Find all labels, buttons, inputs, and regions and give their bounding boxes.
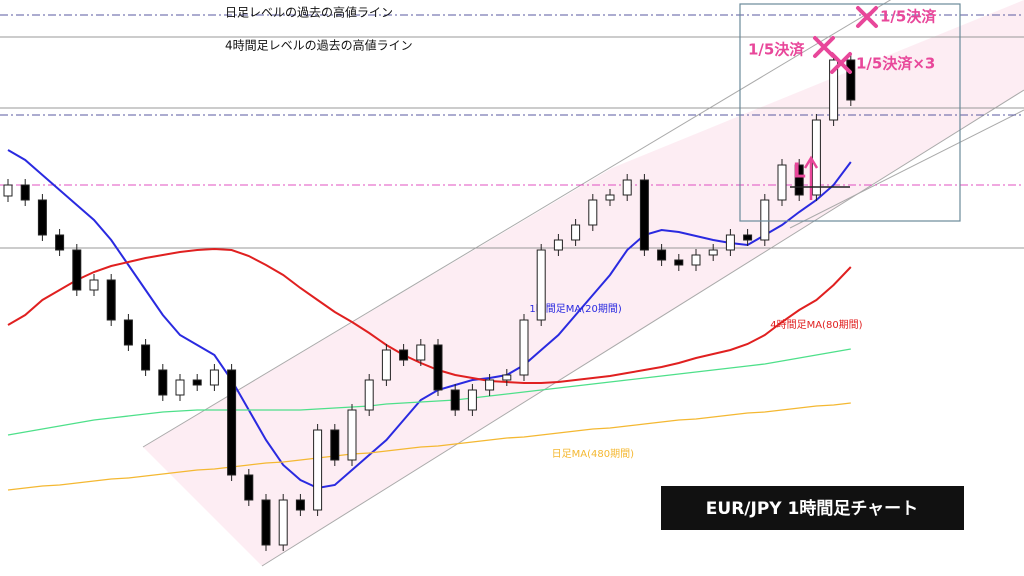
candle-body: [760, 199, 770, 241]
candle-body: [433, 344, 443, 391]
candle-body: [450, 389, 460, 411]
candle-body: [691, 254, 701, 266]
candle-body: [777, 164, 787, 201]
candle-body: [330, 429, 340, 461]
ma-label: 4時間足MA(80期間): [770, 319, 862, 331]
candle-body: [175, 379, 185, 396]
candle-body: [502, 374, 512, 381]
candle-body: [467, 389, 477, 411]
candle-body: [278, 499, 288, 546]
candle-body: [605, 194, 615, 201]
annotation: 1/5決済: [880, 8, 937, 26]
candle-body: [20, 184, 30, 201]
candle-body: [846, 59, 856, 101]
x-mark: [856, 6, 878, 28]
candle-body: [55, 234, 65, 251]
annotation: 1/5決済: [748, 41, 805, 59]
candle-body: [347, 409, 357, 461]
channel: [143, 0, 1024, 566]
highlight-box: [739, 3, 961, 222]
x-mark: [830, 52, 852, 74]
candle-body: [261, 499, 271, 546]
candle-body: [106, 279, 116, 321]
candle-body: [794, 164, 804, 196]
candle-body: [209, 369, 219, 386]
candle-body: [399, 349, 409, 361]
annotation: L: [793, 159, 806, 183]
candle-body: [519, 319, 529, 376]
candle-body: [674, 259, 684, 266]
candle-body: [364, 379, 374, 411]
levels: 日足レベルの過去の高値ライン 4時間足レベルの過去の高値ライン: [0, 5, 1024, 249]
candle-body: [536, 249, 546, 321]
x-mark: [813, 36, 835, 58]
candle-body: [743, 234, 753, 241]
chart-title: EUR/JPY 1時間足チャート: [706, 498, 918, 519]
ma-line: [7, 149, 852, 490]
candle-body: [158, 369, 168, 396]
candle-body: [416, 344, 426, 361]
ma-line: [7, 348, 851, 436]
moving-averages: 1時間足MA(20期間) 4時間足MA(80期間) 日足MA(480期間): [7, 149, 863, 491]
candle-body: [3, 184, 13, 197]
candle-body: [192, 379, 202, 386]
exit-marks: [813, 6, 878, 74]
channel-line: [789, 109, 1024, 229]
level-label: 日足レベルの過去の高値ライン: [225, 5, 393, 20]
candle-body: [37, 199, 47, 236]
annotation: 1/5決済×3: [856, 55, 935, 73]
ma-label: 日足MA(480期間): [552, 448, 634, 460]
candle-body: [553, 239, 563, 251]
candle-body: [588, 199, 598, 226]
candle-body: [639, 179, 649, 251]
candle-body: [708, 249, 718, 256]
title-box: [661, 486, 964, 530]
candle-body: [725, 234, 735, 251]
candle-body: [141, 344, 151, 371]
candle-body: [622, 179, 632, 196]
candle-body: [381, 349, 391, 381]
candle-body: [89, 279, 99, 291]
candle-body: [313, 429, 323, 511]
level-label: 4時間足レベルの過去の高値ライン: [225, 38, 413, 53]
candle-body: [244, 474, 254, 501]
entry-arrow: [803, 155, 819, 200]
ma-label: 1時間足MA(20期間): [529, 303, 621, 315]
ma-line: [7, 402, 851, 491]
candles: [3, 54, 856, 551]
channel-line: [261, 89, 1024, 567]
candle-body: [811, 119, 821, 196]
candle-body: [227, 369, 237, 476]
candle-body: [123, 319, 133, 346]
ma-line: [7, 247, 852, 384]
candle-body: [72, 249, 82, 291]
candle-body: [829, 59, 839, 121]
candle-body: [571, 224, 581, 241]
candle-body: [485, 379, 495, 391]
candle-body: [657, 249, 667, 261]
candle-body: [295, 499, 305, 511]
